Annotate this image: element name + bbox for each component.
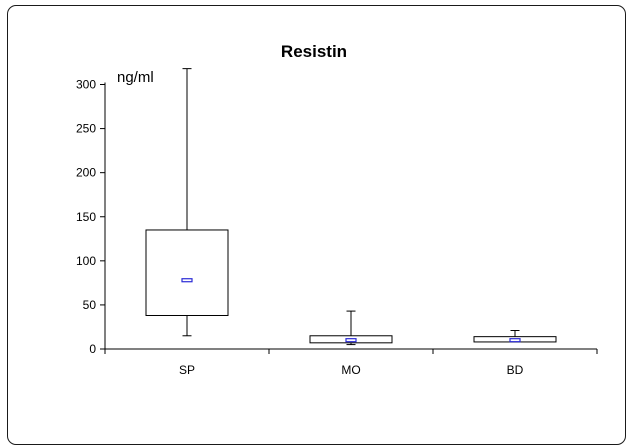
box-mo [309,310,393,346]
box-sp [145,68,229,337]
x-tick-label: SP [179,363,195,377]
boxplot-chart: Resistin ng/ml 0 50 100 150 200 250 300 SP MO BD [76,42,598,377]
y-tick-label: 150 [76,210,96,224]
box-bd [473,329,557,343]
y-tick-label: 250 [76,122,96,136]
y-tick-label: 0 [89,342,96,356]
median-marker [345,338,357,343]
chart-title: Resistin [281,42,347,61]
median-marker [181,278,193,283]
median-marker [509,338,521,343]
box-iqr [145,229,229,316]
y-tick-label: 200 [76,166,96,180]
chart-frame [7,5,626,445]
x-tick-label: BD [507,363,524,377]
y-tick-label: 50 [83,298,97,312]
x-tick-label: MO [341,363,360,377]
y-unit-label: ng/ml [117,69,154,86]
y-tick-label: 100 [76,254,96,268]
axes: 0 50 100 150 200 250 300 SP MO BD [76,78,598,377]
boxes [145,68,557,346]
y-tick-label: 300 [76,78,96,92]
